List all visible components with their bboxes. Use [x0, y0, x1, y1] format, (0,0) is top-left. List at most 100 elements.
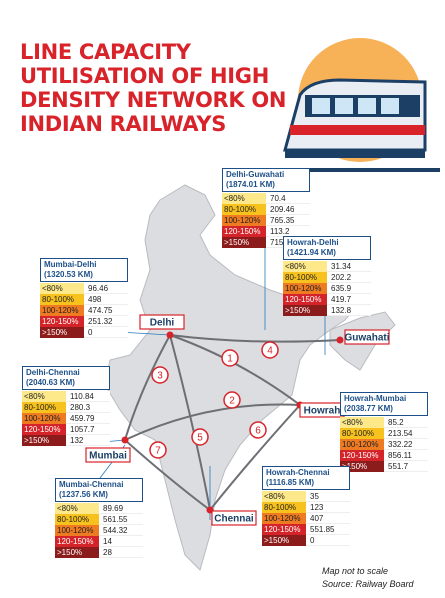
band-value: 474.75	[84, 305, 128, 316]
route-header: Delhi-Guwahati (1874.01 KM)	[222, 168, 310, 192]
band-value: 110.84	[66, 391, 110, 402]
band-label: >150%	[262, 535, 306, 546]
band-row: 100-120% 635.9	[283, 283, 371, 294]
band-value: 544.32	[99, 525, 143, 536]
band-value: 551.7	[384, 461, 428, 472]
band-row: <80% 70.4	[222, 193, 310, 204]
route-header: Howrah-Chennai (1116.85 KM)	[262, 466, 350, 490]
band-label: 100-120%	[22, 413, 66, 424]
band-label: <80%	[262, 491, 306, 502]
band-row: 100-120% 332.22	[340, 439, 428, 450]
city-label: Mumbai	[89, 451, 127, 462]
band-label: 80-100%	[55, 514, 99, 525]
band-row: >150% 0	[262, 535, 350, 546]
band-row: <80% 31.34	[283, 261, 371, 272]
band-value: 70.4	[266, 193, 310, 204]
route-length: (1874.01 KM)	[226, 180, 275, 189]
route-length: (1116.85 KM)	[266, 478, 315, 487]
band-value: 213.54	[384, 428, 428, 439]
band-row: 100-120% 459.79	[22, 413, 110, 424]
band-label: 100-120%	[40, 305, 84, 316]
band-label: 100-120%	[262, 513, 306, 524]
band-value: 251.32	[84, 316, 128, 327]
band-value: 209.46	[266, 204, 310, 215]
route-name: Mumbai-Chennai	[59, 480, 124, 489]
band-label: 100-120%	[222, 215, 266, 226]
city-label: Guwahati	[344, 333, 389, 344]
band-row: 80-100% 209.46	[222, 204, 310, 215]
band-row: 80-100% 202.2	[283, 272, 371, 283]
route-header: Delhi-Chennai (2040.63 KM)	[22, 366, 110, 390]
band-value: 1057.7	[66, 424, 110, 435]
route-name: Mumbai-Delhi	[44, 260, 97, 269]
band-label: 80-100%	[222, 204, 266, 215]
route-number: 3	[157, 371, 163, 382]
band-label: 120-150%	[340, 450, 384, 461]
band-value: 96.46	[84, 283, 128, 294]
route-number: 4	[267, 346, 273, 357]
route-lines	[124, 334, 341, 511]
band-value: 85.2	[384, 417, 428, 428]
band-value: 35	[306, 491, 350, 502]
band-label: <80%	[340, 417, 384, 428]
band-label: 80-100%	[22, 402, 66, 413]
band-row: >150% 551.7	[340, 461, 428, 472]
band-value: 132.8	[327, 305, 371, 316]
title-line: LINE CAPACITY	[20, 40, 191, 64]
band-row: 120-150% 251.32	[40, 316, 128, 327]
route-name: Delhi-Chennai	[26, 368, 80, 377]
band-value: 419.7	[327, 294, 371, 305]
band-row: >150% 132.8	[283, 305, 371, 316]
band-row: 120-150% 551.85	[262, 524, 350, 535]
band-label: >150%	[283, 305, 327, 316]
band-row: <80% 89.69	[55, 503, 143, 514]
route-header: Howrah-Mumbai (2038.77 KM)	[340, 392, 428, 416]
band-row: <80% 35	[262, 491, 350, 502]
band-value: 0	[84, 327, 128, 338]
band-label: >150%	[222, 237, 266, 248]
band-label: >150%	[40, 327, 84, 338]
route-name: Howrah-Delhi	[287, 238, 339, 247]
route-marker	[191, 428, 209, 446]
band-row: 80-100% 213.54	[340, 428, 428, 439]
band-row: >150% 0	[40, 327, 128, 338]
route-number: 5	[197, 433, 203, 444]
band-label: >150%	[55, 547, 99, 558]
band-label: 100-120%	[55, 525, 99, 536]
band-value: 0	[306, 535, 350, 546]
city-label-box	[344, 329, 390, 345]
band-label: 80-100%	[40, 294, 84, 305]
route-table: Howrah-Mumbai (2038.77 KM) <80% 85.2 80-100%…	[340, 392, 428, 472]
band-label: 80-100%	[340, 428, 384, 439]
title-line: INDIAN RAILWAYS	[20, 112, 227, 136]
route-table: Howrah-Delhi (1421.94 KM) <80% 31.34 80-100%…	[283, 236, 371, 316]
band-value: 28	[99, 547, 143, 558]
band-value: 856.11	[384, 450, 428, 461]
band-value: 765.35	[266, 215, 310, 226]
route-table: Howrah-Chennai (1116.85 KM) <80% 35 80-100% 1…	[262, 466, 350, 546]
route-length: (2040.63 KM)	[26, 378, 75, 387]
title: LINE CAPACITY UTILISATION OF HIGH DENSITY …	[20, 40, 286, 136]
title-line: UTILISATION OF HIGH	[20, 64, 270, 88]
band-label: <80%	[40, 283, 84, 294]
city-label-box	[139, 314, 185, 330]
route-table: Mumbai-Delhi (1320.53 KM) <80% 96.46 80-100%…	[40, 258, 128, 338]
route-name: Howrah-Chennai	[266, 468, 330, 477]
route-length: (2038.77 KM)	[344, 404, 393, 413]
route-length: (1421.94 KM)	[287, 248, 336, 257]
band-value: 132	[66, 435, 110, 446]
band-value: 14	[99, 536, 143, 547]
band-row: 80-100% 123	[262, 502, 350, 513]
band-row: 100-120% 474.75	[40, 305, 128, 316]
route-name: Delhi-Guwahati	[226, 170, 285, 179]
route-length: (1237.56 KM)	[59, 490, 108, 499]
route-marker	[223, 391, 241, 409]
band-row: >150% 132	[22, 435, 110, 446]
city-label: Howrah	[304, 406, 341, 417]
city-label-box	[211, 510, 257, 526]
band-value: 280.3	[66, 402, 110, 413]
source: Source: Railway Board	[322, 579, 414, 589]
band-row: 120-150% 1057.7	[22, 424, 110, 435]
